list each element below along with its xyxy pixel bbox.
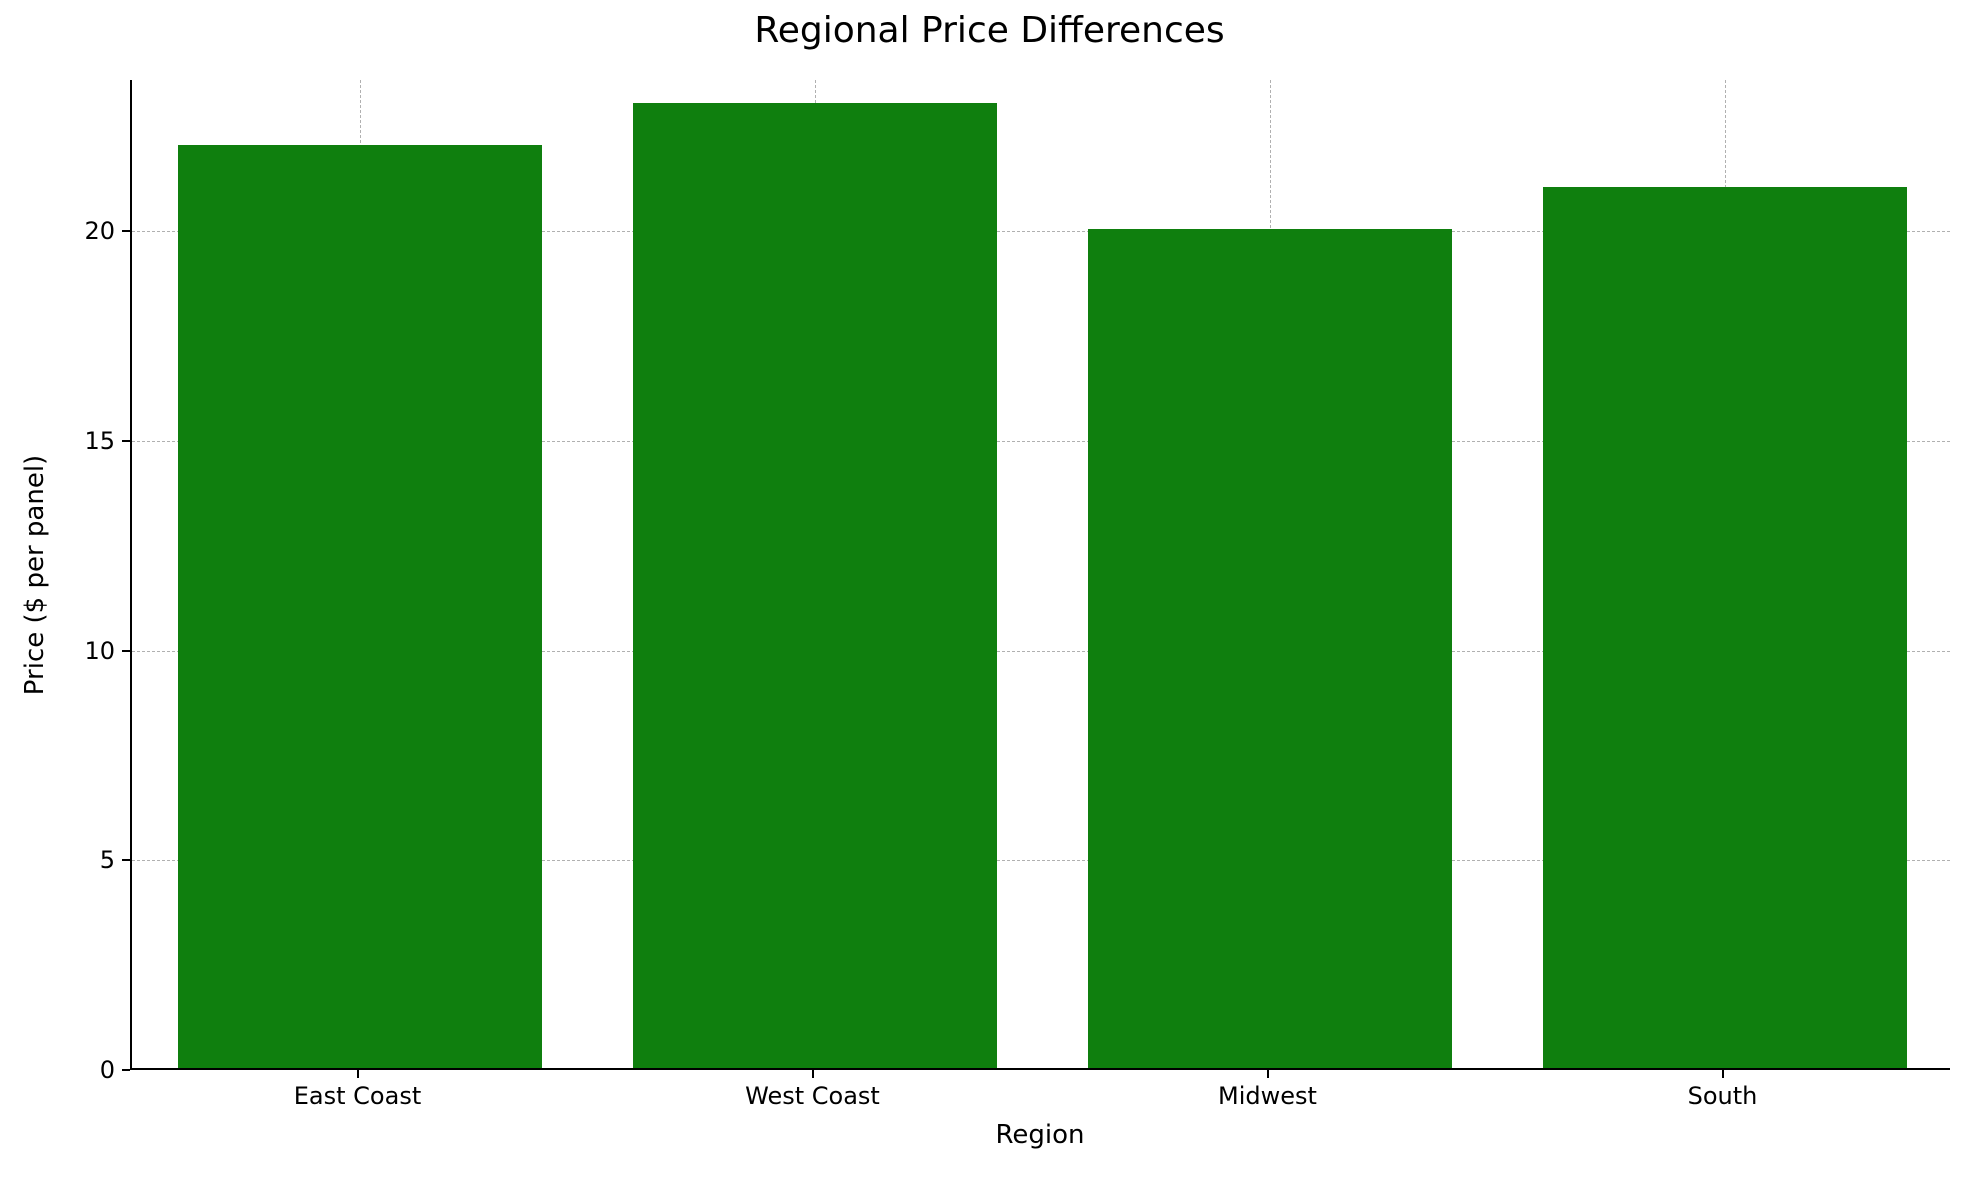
x-tick-mark <box>1722 1070 1724 1078</box>
y-tick-mark <box>122 230 130 232</box>
y-tick-mark <box>122 440 130 442</box>
x-tick-mark <box>357 1070 359 1078</box>
chart-container: Regional Price Differences Price ($ per … <box>0 0 1979 1180</box>
plot-area <box>130 80 1950 1070</box>
x-tick-label: East Coast <box>130 1082 585 1110</box>
bar <box>1088 229 1452 1068</box>
y-tick-label: 5 <box>35 846 115 874</box>
bar <box>633 103 997 1068</box>
x-tick-label: South <box>1495 1082 1950 1110</box>
y-tick-mark <box>122 650 130 652</box>
y-tick-label: 10 <box>35 637 115 665</box>
y-tick-label: 0 <box>35 1056 115 1084</box>
y-tick-mark <box>122 859 130 861</box>
bar <box>178 145 542 1068</box>
x-tick-label: West Coast <box>585 1082 1040 1110</box>
x-tick-label: Midwest <box>1040 1082 1495 1110</box>
y-tick-mark <box>122 1069 130 1071</box>
bar <box>1543 187 1907 1068</box>
x-axis-label: Region <box>995 1120 1084 1150</box>
x-tick-mark <box>1267 1070 1269 1078</box>
y-tick-label: 20 <box>35 217 115 245</box>
x-tick-mark <box>812 1070 814 1078</box>
y-tick-label: 15 <box>35 427 115 455</box>
chart-title: Regional Price Differences <box>0 10 1979 51</box>
